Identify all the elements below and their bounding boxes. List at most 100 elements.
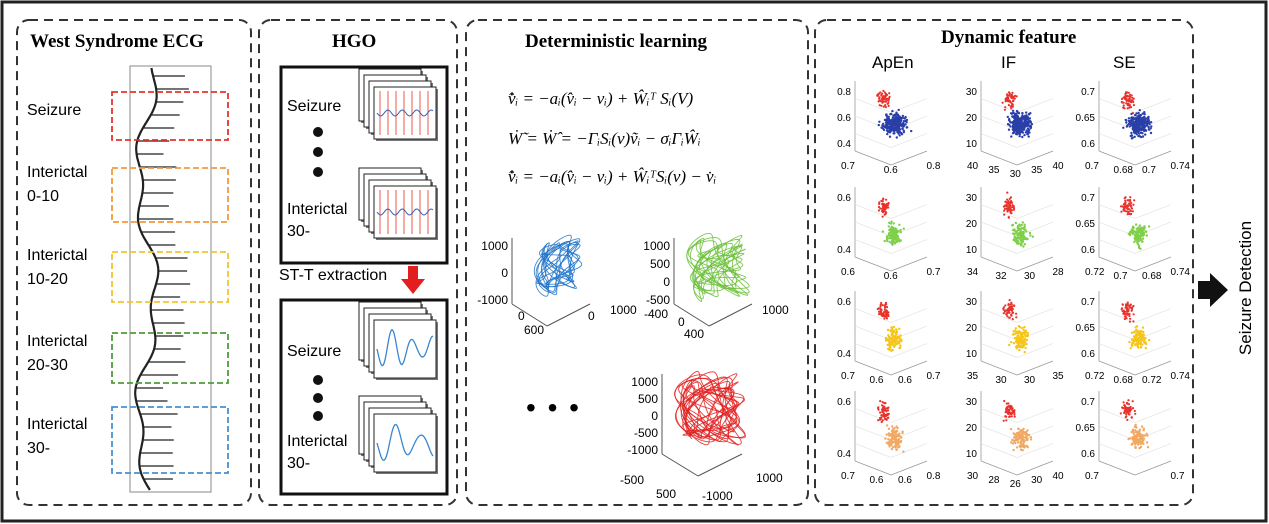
scatter-r4-c3-interictal-point (1138, 435, 1141, 438)
scatter-r1-c2-interictal-point (1018, 135, 1021, 138)
scatter-r1-c2-seizure-point (1010, 107, 1013, 110)
scatter-r1-c3-interictal-point (1130, 131, 1133, 135)
scatter-r2-c2-seizure-point (1012, 208, 1016, 211)
scatter-r3-c2-seizure-point (1010, 314, 1013, 317)
scatter-r4-c1-interictal-point (890, 447, 894, 451)
scatter-r4-c1-seizure-point (882, 405, 886, 408)
scatter-r1-c1-interictal-point (904, 123, 907, 126)
scatter-r4-c3-interictal-point (1133, 436, 1136, 439)
scatter-r4-c1-interictal-point (891, 446, 895, 449)
scatter-r4-c2-seizure-point (1005, 409, 1008, 412)
scatter-r1-c3-seizure-point (1126, 95, 1129, 98)
scatter-r4-c1-seizure-point (884, 402, 887, 405)
scatter-r4-c1-y-tick: 0.4 (837, 449, 851, 460)
scatter-r2-c2-x-tick: 30 (1024, 271, 1036, 282)
scatter-r2-c3-interictal-point (1139, 237, 1142, 241)
scatter-r1-c2-interictal-point (1026, 132, 1030, 136)
scatter-r2-c2-interictal-point (1015, 237, 1018, 240)
scatter-r3-c1-interictal-point (895, 336, 899, 340)
scatter-r4-c1-interictal-point (890, 430, 894, 433)
hgo-bottom-label-seizure: Seizure (287, 343, 342, 360)
scatter-r1-c1-y-tick: 0.4 (837, 139, 851, 150)
scatter-r4-c1-seizure-point (884, 417, 887, 420)
scatter-r4-c3-grid (1134, 443, 1172, 458)
scatter-r1-c1-interictal-point (891, 128, 894, 131)
scatter-r4-c3-seizure-point (1128, 410, 1131, 413)
scatter-r4-c2-y-tick: 10 (966, 449, 978, 460)
scatter-r4-c3-axis (1098, 460, 1136, 476)
scatter-r1-c3-interictal-point (1135, 124, 1138, 127)
scatter-r4-c1-interictal-point (890, 433, 893, 436)
scatter-r2-c2-seizure-point (1007, 200, 1010, 203)
scatter-r1-c2: 30 20 10 40 35 30 35 40 (966, 81, 1064, 180)
scatter-r1-c1-seizure-point (887, 104, 890, 107)
scatter-r3-c1-seizure-point (887, 311, 890, 314)
scatter-r3-c2-seizure-point (1011, 312, 1014, 315)
scatter-r2-c2-seizure-point (1008, 207, 1011, 210)
scatter-r2-c3-seizure-point (1120, 210, 1123, 213)
scatter-r1-c1-interictal-point (892, 129, 896, 133)
scatter-r3-c2-interictal-point (1023, 333, 1026, 336)
scatter-r4-c2-seizure-point (1013, 411, 1016, 414)
scatter-r4-c3-interictal-point (1139, 445, 1143, 449)
scatter-r3-c2-seizure-point (1011, 318, 1014, 321)
scatter-r3-c3: 0.7 0.65 0.6 0.72 0.68 0.72 0.74 (1076, 291, 1190, 386)
scatter-r3-c3-interictal-point (1142, 334, 1145, 337)
scatter-r3-c2-grid (980, 325, 1018, 341)
scatter-r3-c3-interictal-point (1133, 339, 1137, 342)
scatter-r1-c2-interictal-point (1019, 127, 1023, 130)
scatter-r2-c3-x-tick: 0.7 (1114, 271, 1128, 282)
scatter-r1-c3-grid (1098, 98, 1136, 113)
feature-panel-title: Dynamic feature (941, 27, 1077, 48)
scatter-r2-c1-interictal-point (891, 231, 894, 235)
scatter-r1-c2-interictal-point (1027, 135, 1030, 138)
scatter-r2-c1-y-tick: 0.6 (837, 193, 851, 204)
scatter-r1-c2-interictal-point (1030, 123, 1034, 126)
scatter-r1-c2-x-tick: 40 (967, 161, 979, 172)
learning-panel-title: Deterministic learning (525, 31, 708, 52)
scatter-r4-c2-interictal-point (1029, 436, 1032, 439)
scatter-r2-c2-interictal-point (1022, 245, 1025, 248)
scatter-r3-c2-seizure-point (1008, 299, 1011, 302)
scatter-r2-c3-interictal-point (1141, 240, 1144, 243)
ellipsis: • • • (526, 392, 581, 423)
scatter-r4-c2-seizure-point (1013, 415, 1016, 418)
scatter-r2-c1-interictal-point (890, 242, 893, 245)
scatter-r1-c2-interictal-point (1010, 135, 1013, 138)
ecg-label-interictal-0-10-range: 0-10 (27, 188, 60, 205)
scatter-r1-c2-x-tick: 30 (1010, 169, 1022, 180)
scatter-r1-c1-seizure-point (881, 95, 885, 98)
scatter-r3-c2-seizure-point (1007, 310, 1010, 313)
scatter-r1-c3-interictal-point (1131, 120, 1134, 123)
scatter-r1-c1-seizure-point (877, 100, 880, 103)
scatter-r2-c1-interictal-point (883, 239, 886, 243)
scatter-r1-c3-interictal-point (1134, 121, 1137, 124)
scatter-r1-c1-interictal-point (887, 125, 891, 128)
scatter-r3-c1-interictal-point (891, 341, 895, 344)
scatter-r1-c3-interictal-point (1129, 134, 1132, 138)
scatter-r4-c1-interictal-point (887, 438, 890, 441)
scatter-r2-c2-x-tick: 32 (996, 271, 1008, 282)
scatter-r1-c2-seizure-point (1001, 101, 1004, 104)
scatter-r3-c3-grid (1098, 343, 1136, 358)
ecg-label-interictal-30: Interictal (27, 416, 88, 433)
scatter-r1-c3-x-tick: 0.74 (1171, 161, 1191, 172)
scatter-r1-c2-interictal-point (1008, 123, 1011, 126)
scatter-r1-c1-interictal-point (895, 116, 899, 120)
scatter-r1-c3-interictal-point (1125, 119, 1128, 122)
scatter-r4-c3-interictal-point (1145, 441, 1149, 444)
scatter-r4-c1-interictal-point (888, 445, 891, 448)
scatter-r4-c1-axis (890, 460, 928, 476)
scatter-r3-c3-interictal-point (1137, 337, 1141, 341)
scatter-r1-c3-interictal-point (1143, 119, 1147, 122)
scatter-r1-c3-interictal-point (1138, 109, 1141, 112)
scatter-r3-c3-interictal-point (1144, 346, 1147, 350)
scatter-r3-c1-seizure-point (880, 312, 883, 315)
scatter-r1-c3-seizure-point (1122, 101, 1125, 104)
traj-1-trajectory-loop (535, 243, 581, 297)
traj-2-z-tick: 1000 (762, 303, 789, 317)
scatter-r3-c1-seizure-point (883, 315, 886, 318)
hgo-top-label-interictal: Interictal (287, 201, 348, 218)
scatter-r2-c2-interictal-point (1011, 223, 1015, 227)
scatter-r1-c2-interictal-point (1018, 123, 1021, 126)
